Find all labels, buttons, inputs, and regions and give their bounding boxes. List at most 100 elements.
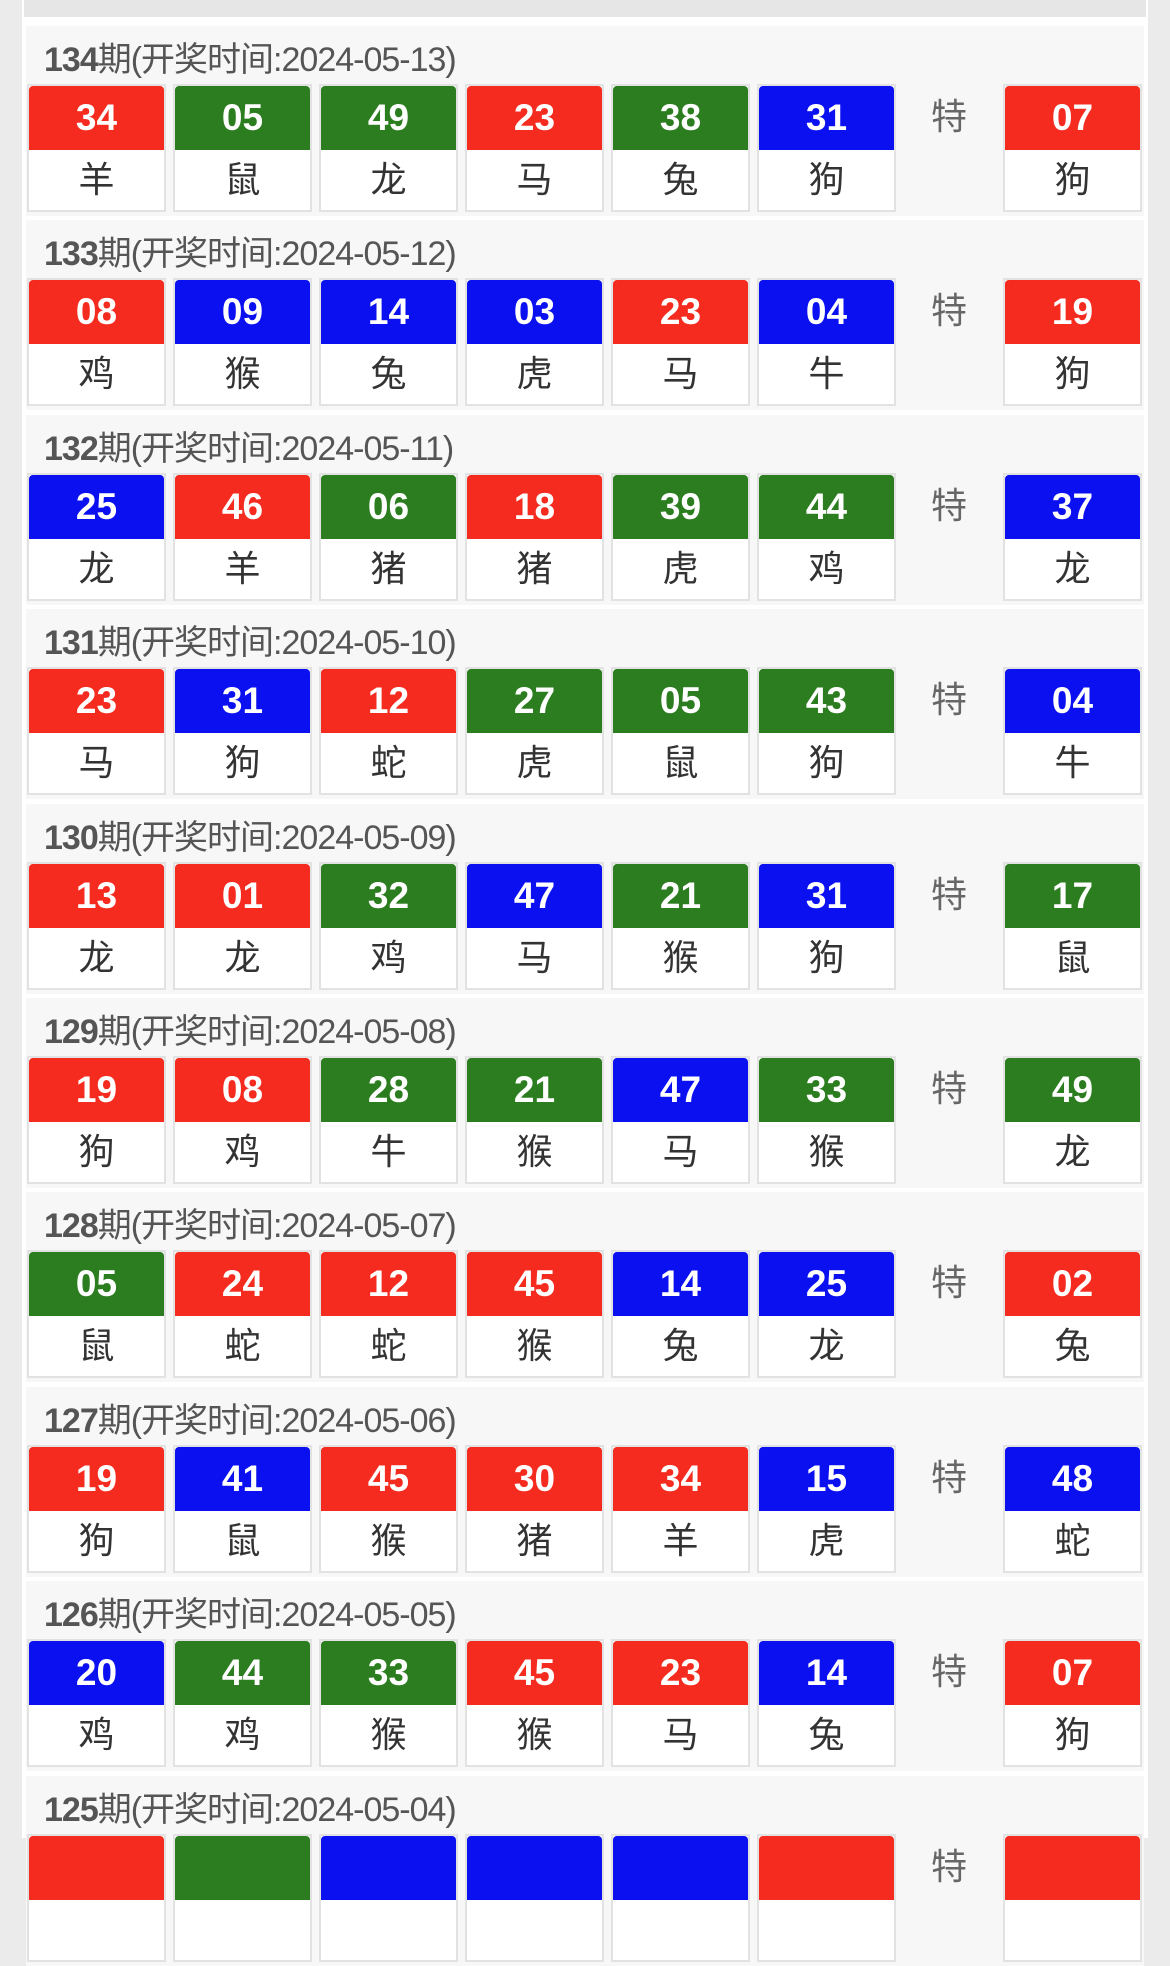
special-label: 特 xyxy=(930,1456,967,1498)
ball-cell: 41 鼠 xyxy=(175,1446,310,1571)
draw-title: 131期(开奖时间:2024-05-10) xyxy=(44,615,457,664)
ball-number: 43 xyxy=(759,669,894,734)
zodiac-animal: 鸡 xyxy=(224,1131,261,1172)
zodiac-animal: 狗 xyxy=(1054,353,1091,395)
draw-row: 126期(开奖时间:2024-05-05) 20 鸡 44 鸡 33 猴 45 猴 23 马 14 兔 特… xyxy=(26,1581,1144,1772)
special-ball-cell: 17 鼠 xyxy=(1005,863,1140,988)
ball-number: 45 xyxy=(467,1252,602,1317)
zodiac-animal: 鼠 xyxy=(78,1325,115,1367)
ball-number xyxy=(467,1835,602,1900)
zodiac-animal: 狗 xyxy=(78,1519,115,1561)
ball-cell: 38 兔 xyxy=(613,86,748,210)
special-label: 特 xyxy=(930,96,967,137)
zodiac-animal xyxy=(29,1900,164,1960)
ball-number: 19 xyxy=(1005,280,1140,345)
zodiac-animal: 蛇 xyxy=(370,1325,407,1367)
zodiac-animal: 龙 xyxy=(808,1325,845,1367)
issue-number: 130 xyxy=(44,818,99,857)
top-bar xyxy=(24,0,1146,17)
zodiac-animal: 马 xyxy=(662,1131,699,1172)
issue-suffix: 期 xyxy=(97,235,132,274)
ball-cell: 31 狗 xyxy=(175,669,310,794)
ball-cell: 27 虎 xyxy=(467,669,602,794)
ball-number: 46 xyxy=(175,474,310,539)
ball-number: 23 xyxy=(29,669,164,734)
ball-cell: 05 鼠 xyxy=(613,669,748,794)
ball-number: 47 xyxy=(613,1058,748,1122)
zodiac-animal: 猴 xyxy=(516,1325,553,1367)
special-label: 特 xyxy=(930,873,967,915)
ball-cell: 19 狗 xyxy=(29,1446,164,1571)
ball-cell: 23 马 xyxy=(613,1641,748,1766)
zodiac-animal: 猴 xyxy=(516,1131,553,1172)
zodiac-animal: 龙 xyxy=(1054,547,1091,589)
ball-number: 25 xyxy=(759,1252,894,1317)
zodiac-animal: 兔 xyxy=(662,159,699,200)
ball-number: 18 xyxy=(467,474,602,539)
draw-date: (开奖时间:2024-05-05) xyxy=(130,1596,457,1635)
ball-cell: 21 猴 xyxy=(613,863,748,988)
zodiac-animal xyxy=(467,1900,602,1960)
ball-cell: 32 鸡 xyxy=(321,863,456,988)
issue-suffix: 期 xyxy=(97,1401,132,1440)
ball-cell: 43 狗 xyxy=(759,669,894,794)
ball-number: 02 xyxy=(1005,1252,1140,1317)
zodiac-animal: 猴 xyxy=(516,1714,553,1756)
issue-number: 126 xyxy=(44,1596,99,1635)
ball-cell: 45 猴 xyxy=(321,1446,456,1571)
issue-number: 132 xyxy=(44,429,99,468)
zodiac-animal: 虎 xyxy=(516,742,553,784)
zodiac-animal: 马 xyxy=(516,936,553,978)
issue-suffix: 期 xyxy=(97,41,132,79)
zodiac-animal: 狗 xyxy=(808,159,845,200)
ball-cell: 23 马 xyxy=(29,669,164,794)
special-label: 特 xyxy=(930,1651,967,1693)
ball-cell: 44 鸡 xyxy=(175,1641,310,1766)
ball-cell xyxy=(175,1835,310,1960)
draw-row: 129期(开奖时间:2024-05-08) 19 狗 08 鸡 28 牛 21 猴 47 马 33 猴 特… xyxy=(26,998,1144,1188)
ball-number: 19 xyxy=(29,1446,164,1511)
ball-number: 41 xyxy=(175,1446,310,1511)
ball-number: 21 xyxy=(613,863,748,928)
ball-cell: 13 龙 xyxy=(29,863,164,988)
ball-cell: 25 龙 xyxy=(29,474,164,599)
draw-title: 133期(开奖时间:2024-05-12) xyxy=(44,226,457,275)
zodiac-animal: 马 xyxy=(662,1714,699,1756)
issue-suffix: 期 xyxy=(97,1790,132,1829)
ball-cell: 47 马 xyxy=(613,1058,748,1182)
ball-number: 03 xyxy=(467,280,602,345)
ball-number: 23 xyxy=(613,280,748,345)
ball-cell: 33 猴 xyxy=(759,1058,894,1182)
special-label: 特 xyxy=(930,679,967,721)
ball-number: 14 xyxy=(613,1252,748,1317)
zodiac-animal: 蛇 xyxy=(370,742,407,784)
ball-number: 08 xyxy=(175,1058,310,1122)
ball-cell: 47 马 xyxy=(467,863,602,988)
ball-cell xyxy=(613,1835,748,1960)
ball-number: 44 xyxy=(759,474,894,539)
ball-number: 47 xyxy=(467,863,602,928)
zodiac-animal: 马 xyxy=(78,742,115,784)
ball-number: 12 xyxy=(321,1252,456,1317)
ball-cell: 23 马 xyxy=(467,86,602,210)
ball-number: 32 xyxy=(321,863,456,928)
ball-number: 07 xyxy=(1005,86,1140,150)
ball-cell: 25 龙 xyxy=(759,1252,894,1377)
zodiac-animal: 兔 xyxy=(370,353,407,395)
ball-number: 07 xyxy=(1005,1641,1140,1706)
special-label: 特 xyxy=(930,1845,967,1887)
ball-number: 17 xyxy=(1005,863,1140,928)
zodiac-animal: 猪 xyxy=(516,547,553,589)
draw-row: 125期(开奖时间:2024-05-04) 特 xyxy=(26,1775,1144,1966)
ball-number: 33 xyxy=(759,1058,894,1122)
draw-title: 130期(开奖时间:2024-05-09) xyxy=(44,810,457,859)
draw-date: (开奖时间:2024-05-13) xyxy=(130,41,457,79)
zodiac-animal: 龙 xyxy=(370,159,407,200)
ball-number: 04 xyxy=(1005,669,1140,734)
draw-title: 129期(开奖时间:2024-05-08) xyxy=(44,1004,457,1053)
zodiac-animal: 马 xyxy=(662,353,699,395)
issue-number: 134 xyxy=(44,41,99,79)
draw-row: 128期(开奖时间:2024-05-07) 05 鼠 24 蛇 12 蛇 45 猴 14 兔 25 龙 特… xyxy=(26,1192,1144,1383)
draw-title: 125期(开奖时间:2024-05-04) xyxy=(44,1782,457,1831)
special-ball-cell: 07 狗 xyxy=(1005,86,1140,210)
